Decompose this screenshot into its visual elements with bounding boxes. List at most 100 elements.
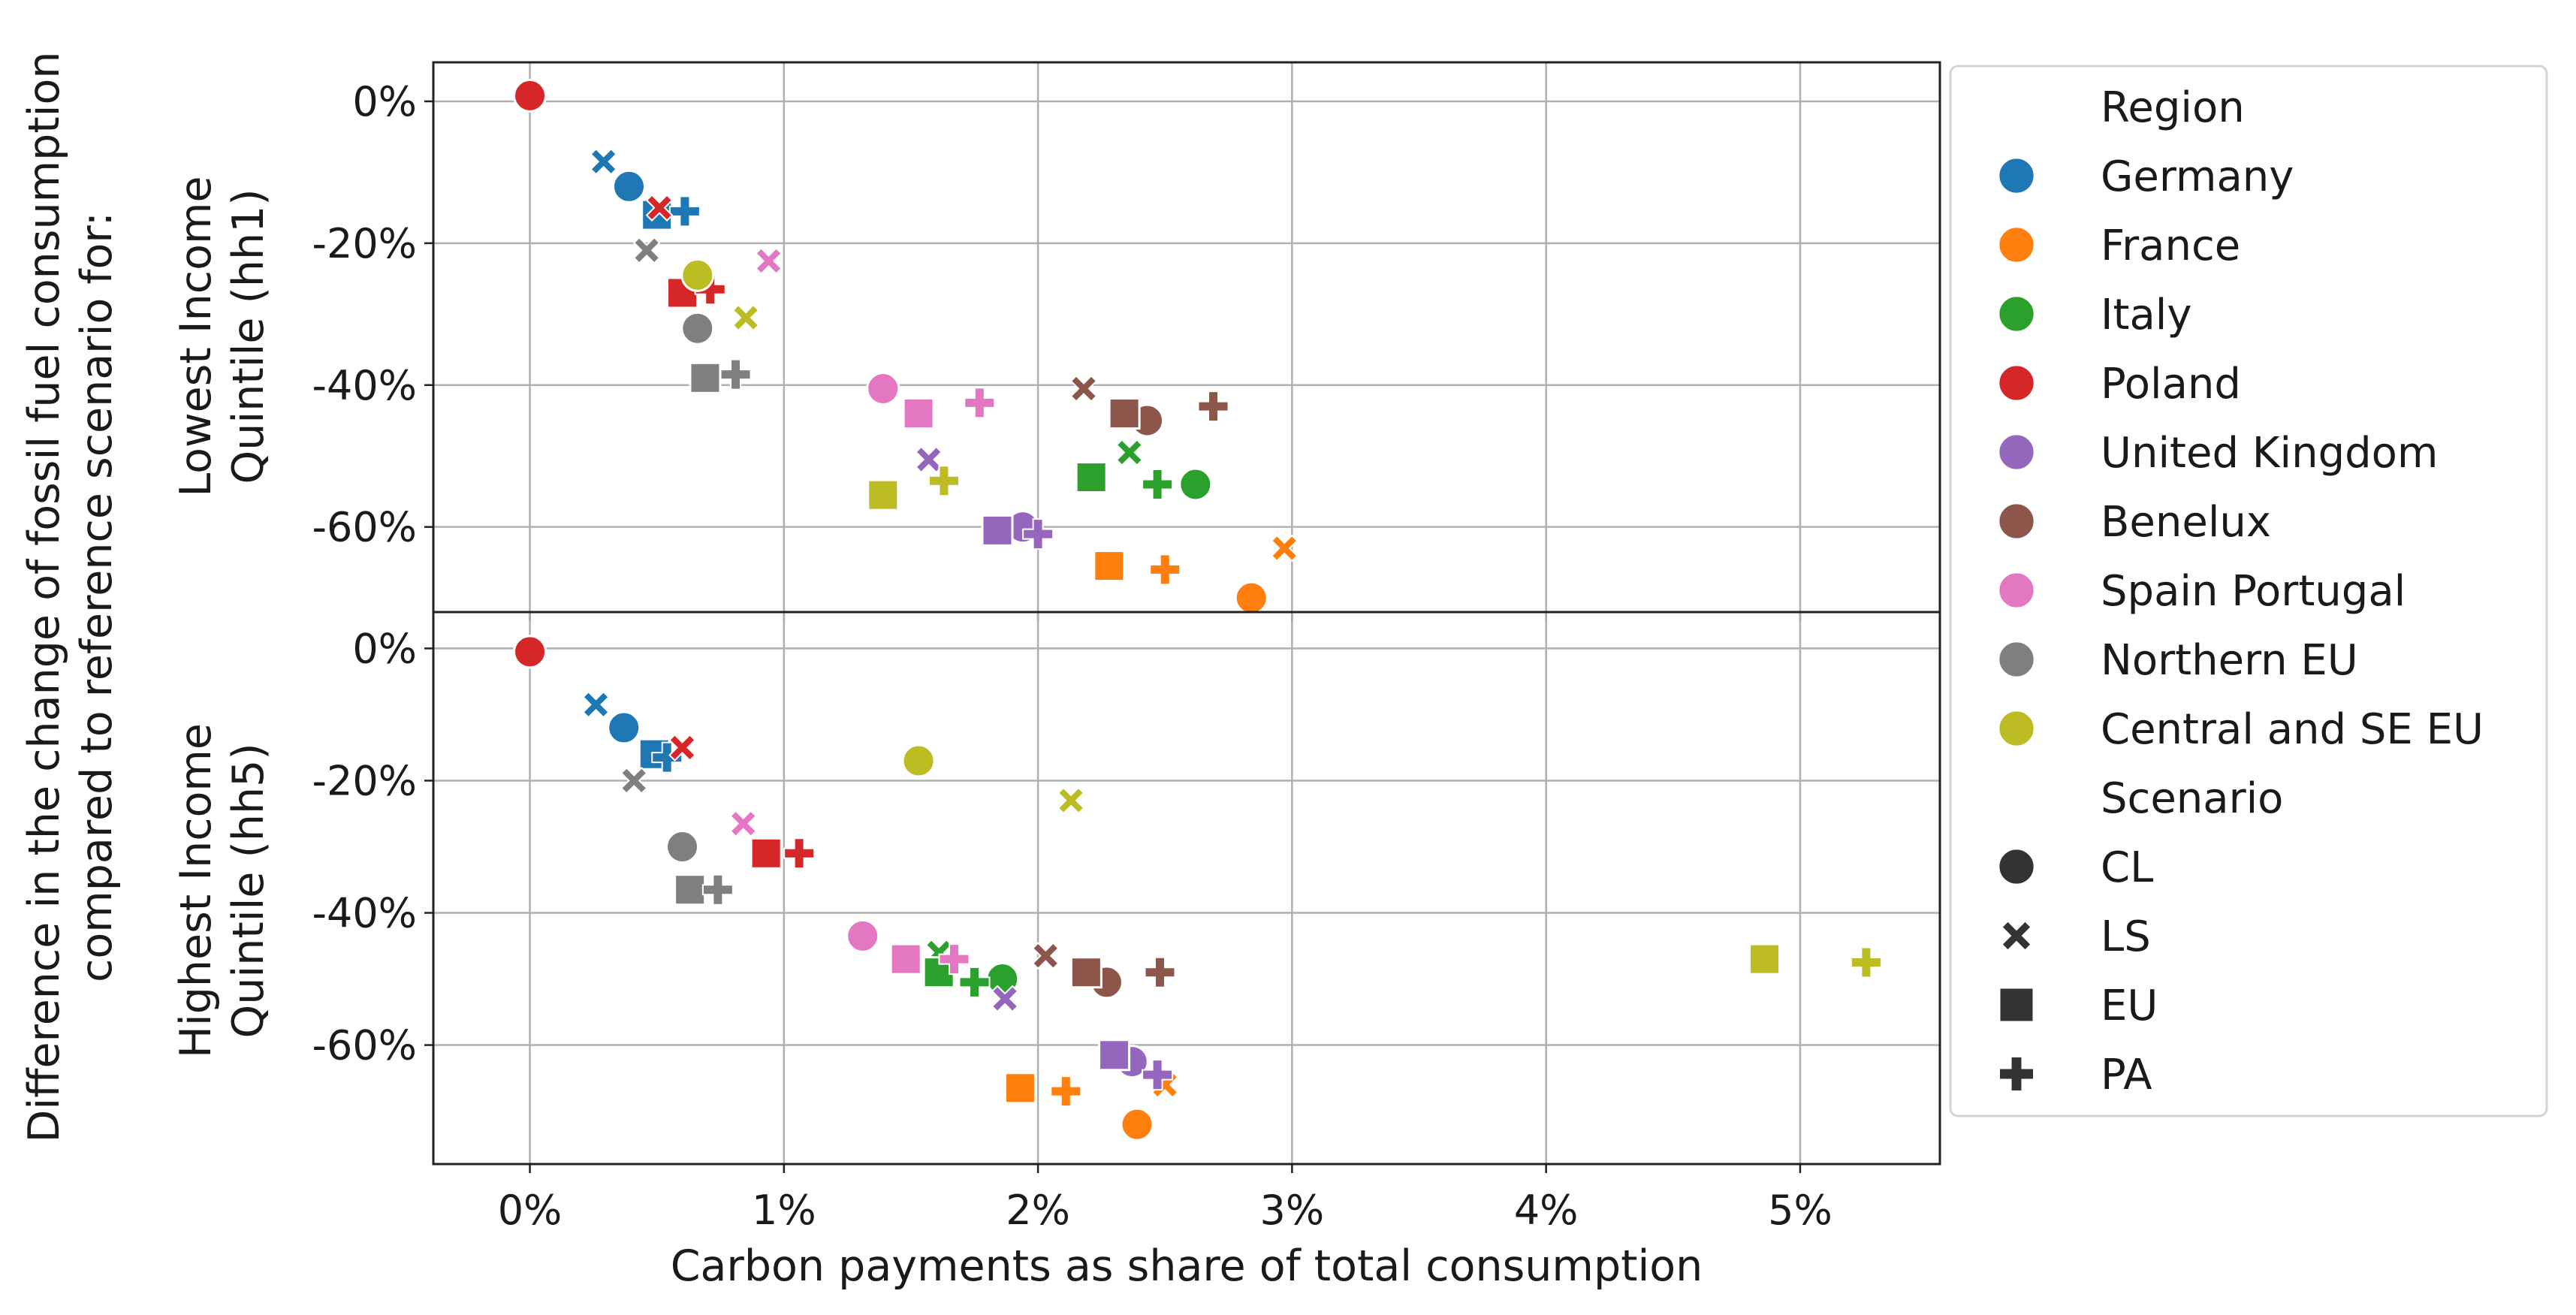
legend-label-united-kingdom: United Kingdom [2101,429,2438,478]
panel-1-ytick-label-0: 0% [352,625,417,672]
panel-lowest-income: Lowest Income Quintile (hh1) 0% -20% -40% -… [171,61,1941,621]
point-p0-italy-ls [1115,439,1144,466]
point-p0-central-and-se-eu-pa [928,465,960,497]
point-p1-france-eu [1003,1072,1036,1105]
legend-box [1949,65,2548,1117]
panel-1-ylabel-line1: Highest Income [171,723,221,1058]
panel-0-ylabel-line2: Quintile (hh1) [224,189,273,484]
legend-marker-eu [1998,986,2035,1024]
legend-scenario-title: Scenario [2101,774,2283,823]
x-tick-label-4: 4% [1514,1187,1579,1234]
legend-marker-united-kingdom [1997,433,2036,472]
legend: Region Germany France Italy Poland United Kin… [1949,65,2548,1117]
panel-0-ytick-label-2: -40% [312,362,417,409]
panel-1-y-ticks: 0% -20% -40% -60% [312,625,433,1069]
point-p0-france-cl [1234,581,1268,615]
point-p1-northern-eu-eu [674,873,707,906]
point-p1-spain-portugal-ls [729,810,758,838]
point-p1-central-and-se-eu-cl [901,743,936,778]
point-p1-northern-eu-cl [665,829,700,864]
legend-label-ls: LS [2101,912,2151,961]
point-p0-germany-ls [590,147,618,176]
point-p0-central-and-se-eu-eu [867,478,900,511]
panel-1-ytick-label-2: -40% [312,890,417,937]
point-p0-northern-eu-eu [689,361,722,394]
legend-marker-pa [1998,1056,2035,1092]
legend-marker-benelux [1997,502,2036,541]
shared-ylabel-line2: compared to reference scenario for: [72,212,122,982]
panel-1-frame [432,611,1941,1166]
point-p0-italy-cl [1178,467,1213,502]
legend-marker-central-and-se-eu [1997,709,2036,748]
legend-label-pa: PA [2101,1051,2152,1099]
point-p0-france-eu [1093,550,1126,583]
point-p0-poland-cl [513,78,547,113]
point-p0-central-and-se-eu-cl [680,258,715,292]
point-p1-poland-eu [750,837,783,870]
panel-1-grid [433,612,1940,1173]
panel-0-points [513,78,1299,615]
legend-label-spain-portugal: Spain Portugal [2101,567,2406,616]
point-p0-united-kingdom-eu [981,514,1014,547]
point-p0-germany-cl [611,169,646,204]
point-p0-italy-eu [1075,461,1108,494]
legend-label-france: France [2101,222,2240,270]
legend-marker-ls [2001,920,2032,952]
point-p0-spain-portugal-cl [866,371,900,406]
legend-marker-spain-portugal [1997,571,2036,610]
point-p1-italy-pa [958,966,991,998]
point-p0-benelux-pa [1197,391,1229,423]
x-tick-label-1: 1% [752,1187,816,1234]
point-p0-central-and-se-eu-ls [731,303,760,332]
point-p1-united-kingdom-ls [991,985,1019,1013]
panel-0-ytick-label-1: -20% [312,220,417,267]
point-p1-spain-portugal-cl [846,918,880,953]
point-p1-france-cl [1120,1107,1154,1142]
x-tick-labels: 0% 1% 2% 3% 4% 5% [498,1187,1832,1234]
legend-marker-cl [1997,847,2036,886]
point-p1-france-pa [1050,1075,1082,1108]
point-p1-spain-portugal-pa [938,943,970,976]
point-p1-poland-ls [668,734,696,762]
legend-region-title: Region [2101,83,2245,132]
panel-0-ylabel-line1: Lowest Income [171,176,221,496]
panel-0-ytick-label-0: 0% [352,78,417,125]
point-p1-spain-portugal-eu [889,943,922,976]
point-p0-northern-eu-cl [680,311,715,345]
legend-label-eu: EU [2101,982,2158,1030]
legend-label-benelux: Benelux [2101,498,2271,547]
x-axis-label: Carbon payments as share of total consum… [671,1241,1703,1291]
point-p0-italy-pa [1142,468,1174,500]
point-p1-germany-cl [607,710,641,745]
point-p1-united-kingdom-pa [1142,1059,1174,1091]
panel-1-ytick-label-1: -20% [312,757,417,804]
point-p1-central-and-se-eu-pa [1850,946,1882,979]
x-tick-label-5: 5% [1768,1187,1832,1234]
point-p0-spain-portugal-ls [755,247,783,275]
panel-0-ytick-label-3: -60% [312,504,417,551]
point-p0-france-ls [1270,534,1299,562]
legend-label-northern-eu: Northern EU [2101,636,2358,685]
point-p1-benelux-pa [1144,956,1176,988]
point-p1-northern-eu-ls [620,767,648,795]
point-p0-united-kingdom-pa [1022,518,1054,550]
panel-highest-income: Highest Income Quintile (hh5) 0% -20% -40%… [171,611,1941,1173]
legend-marker-poland [1997,363,2036,403]
panel-1-ylabel-line2: Quintile (hh5) [224,743,273,1038]
point-p1-central-and-se-eu-ls [1057,786,1085,815]
legend-marker-northern-eu [1997,640,2036,679]
legend-label-central-and-se-eu: Central and SE EU [2101,705,2484,754]
panel-1-ytick-label-3: -60% [312,1022,417,1069]
point-p0-france-pa [1149,553,1181,586]
point-p1-germany-ls [582,690,610,719]
shared-ylabel-line1: Difference in the change of fossil fuel … [20,51,69,1142]
point-p1-poland-cl [513,635,547,669]
legend-marker-italy [1997,294,2036,333]
legend-label-cl: CL [2101,843,2153,892]
legend-label-poland: Poland [2101,360,2241,409]
point-p1-benelux-eu [1069,956,1102,989]
legend-items: Region Germany France Italy Poland United Kin… [1997,83,2484,1099]
point-p0-spain-portugal-pa [964,387,996,419]
point-p0-benelux-eu [1108,397,1141,430]
